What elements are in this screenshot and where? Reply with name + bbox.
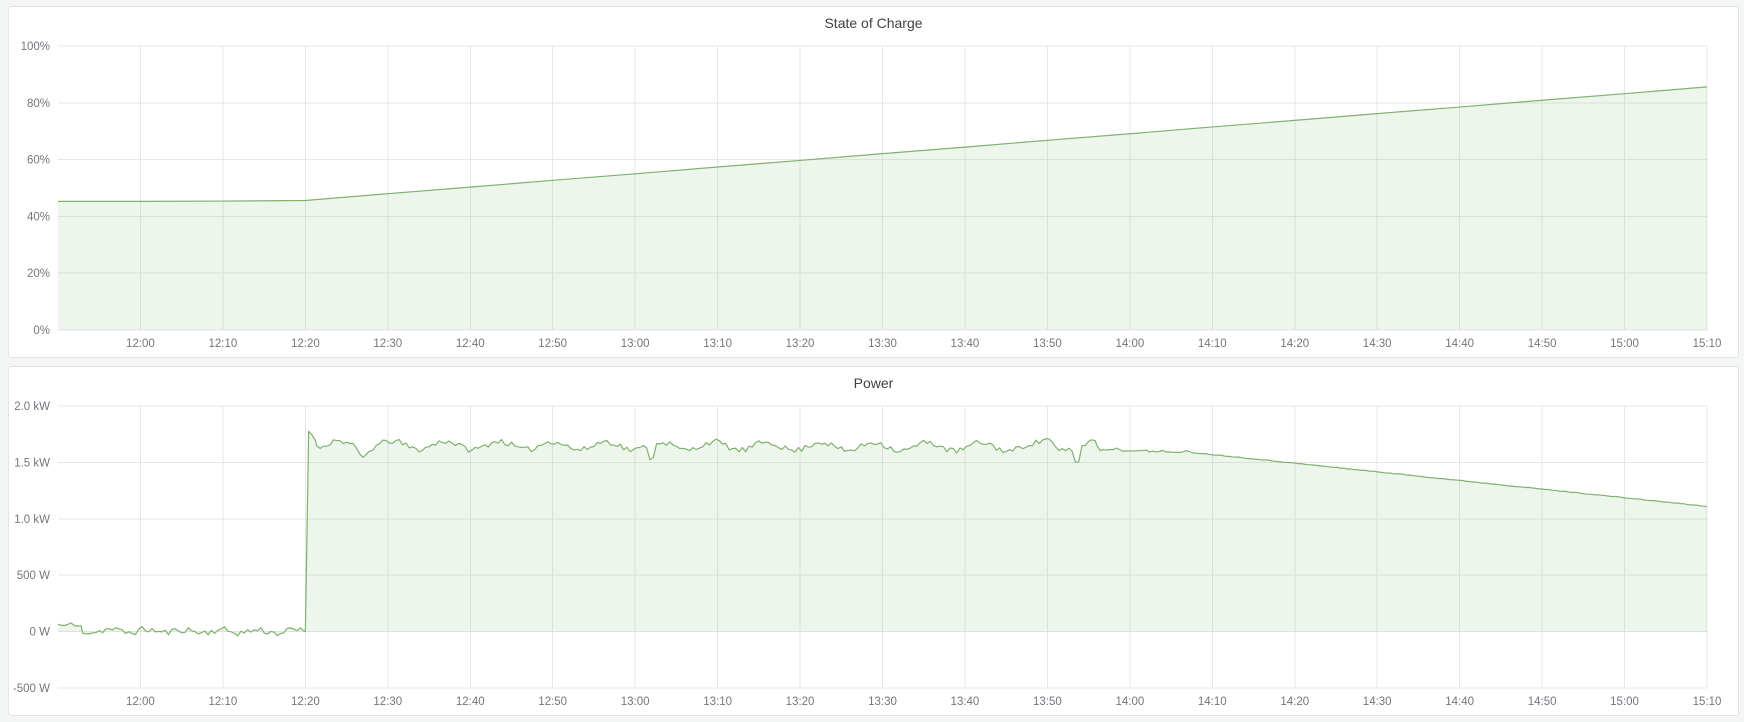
svg-text:1.0 kW: 1.0 kW (14, 514, 50, 526)
svg-text:12:50: 12:50 (538, 338, 567, 350)
svg-text:14:10: 14:10 (1198, 338, 1227, 350)
svg-text:14:50: 14:50 (1528, 338, 1557, 350)
svg-text:12:30: 12:30 (373, 696, 402, 708)
svg-text:0%: 0% (33, 325, 50, 337)
svg-text:-500 W: -500 W (13, 683, 50, 695)
series-area (57, 430, 1708, 637)
svg-text:13:50: 13:50 (1033, 338, 1062, 350)
svg-text:20%: 20% (27, 268, 50, 280)
svg-text:12:40: 12:40 (456, 338, 485, 350)
svg-text:14:30: 14:30 (1363, 338, 1392, 350)
svg-text:13:10: 13:10 (703, 338, 732, 350)
svg-text:12:20: 12:20 (291, 696, 320, 708)
svg-text:2.0 kW: 2.0 kW (14, 401, 50, 413)
svg-text:12:00: 12:00 (126, 338, 155, 350)
panel-power: Power -500 W 0 W 500 W 1.0 kW 1.5 kW 2.0 kW 12… (8, 366, 1739, 716)
svg-text:15:10: 15:10 (1693, 696, 1722, 708)
svg-text:13:20: 13:20 (786, 696, 815, 708)
svg-text:1.5 kW: 1.5 kW (14, 457, 50, 469)
svg-text:14:40: 14:40 (1445, 338, 1474, 350)
svg-text:14:40: 14:40 (1445, 696, 1474, 708)
svg-text:13:50: 13:50 (1033, 696, 1062, 708)
svg-text:13:00: 13:00 (621, 338, 650, 350)
svg-text:500 W: 500 W (17, 570, 50, 582)
svg-text:13:30: 13:30 (868, 696, 897, 708)
svg-text:80%: 80% (27, 98, 50, 110)
grid-lines (58, 405, 1708, 689)
svg-text:40%: 40% (27, 211, 50, 223)
svg-text:14:20: 14:20 (1280, 338, 1309, 350)
panel-title-power[interactable]: Power (853, 375, 894, 391)
svg-text:12:30: 12:30 (373, 338, 402, 350)
series-area (58, 86, 1708, 331)
svg-text:14:00: 14:00 (1115, 696, 1144, 708)
svg-text:14:10: 14:10 (1198, 696, 1227, 708)
svg-text:13:40: 13:40 (951, 338, 980, 350)
svg-text:100%: 100% (21, 41, 50, 53)
svg-text:14:20: 14:20 (1280, 696, 1309, 708)
svg-text:60%: 60% (27, 155, 50, 167)
panel-title-state-of-charge[interactable]: State of Charge (824, 15, 923, 31)
svg-text:0 W: 0 W (30, 627, 51, 639)
svg-text:12:00: 12:00 (126, 696, 155, 708)
grid-lines (58, 45, 1708, 331)
state-of-charge-chart[interactable]: 0% 20% 40% 60% 80% 100% 12:00 12:10 12:20 12:30 12… (9, 35, 1738, 357)
svg-text:12:50: 12:50 (538, 696, 567, 708)
axis-labels: -500 W 0 W 500 W 1.0 kW 1.5 kW 2.0 kW 12:00 12:… (13, 401, 1721, 708)
power-chart[interactable]: -500 W 0 W 500 W 1.0 kW 1.5 kW 2.0 kW 12:00 12:… (9, 395, 1738, 715)
svg-text:15:00: 15:00 (1610, 338, 1639, 350)
svg-text:12:20: 12:20 (291, 338, 320, 350)
svg-text:12:40: 12:40 (456, 696, 485, 708)
axis-labels: 0% 20% 40% 60% 80% 100% 12:00 12:10 12:20 12:30 12… (21, 41, 1722, 350)
svg-text:12:10: 12:10 (209, 696, 238, 708)
panel-state-of-charge: State of Charge 0% 20% 40% 60% 80% 100% 12:00 1… (8, 6, 1739, 358)
svg-text:14:00: 14:00 (1115, 338, 1144, 350)
svg-text:13:20: 13:20 (786, 338, 815, 350)
svg-text:12:10: 12:10 (209, 338, 238, 350)
svg-text:13:40: 13:40 (951, 696, 980, 708)
svg-text:15:00: 15:00 (1610, 696, 1639, 708)
svg-text:13:10: 13:10 (703, 696, 732, 708)
svg-text:15:10: 15:10 (1693, 338, 1722, 350)
svg-text:13:30: 13:30 (868, 338, 897, 350)
svg-text:14:30: 14:30 (1363, 696, 1392, 708)
svg-text:13:00: 13:00 (621, 696, 650, 708)
svg-text:14:50: 14:50 (1528, 696, 1557, 708)
